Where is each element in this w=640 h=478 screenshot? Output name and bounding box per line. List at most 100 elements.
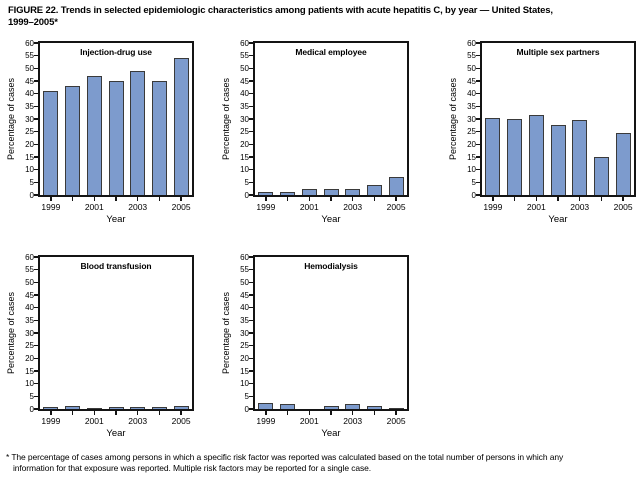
bar-2004: [151, 81, 167, 195]
chart-title: Blood transfusion: [80, 261, 152, 271]
x-tick-label: 2001: [84, 416, 104, 426]
y-tick-mark: [476, 130, 480, 133]
y-tick-label: 15: [240, 152, 249, 162]
y-tick-mark: [34, 130, 38, 133]
x-axis-label: Year: [321, 214, 341, 225]
y-tick-label: 35: [25, 101, 34, 111]
x-tick-mark: [115, 197, 117, 201]
bar-2005: [388, 177, 404, 195]
x-tick-mark: [308, 197, 311, 201]
y-tick-label: 40: [25, 89, 34, 99]
y-axis-tick-labels: 0 5 10 15 20 25 30 35 40 45 50 55 60: [458, 39, 476, 200]
bar-2000: [280, 192, 296, 195]
bar-2005: [388, 407, 404, 409]
y-tick-label: 30: [240, 328, 249, 338]
footnote-line1: * The percentage of cases among persons …: [6, 452, 564, 462]
y-tick-label: 0: [29, 404, 34, 414]
chart-title: Multiple sex partners: [516, 47, 600, 57]
y-tick-mark: [34, 357, 38, 360]
bar-1999: [485, 117, 501, 195]
x-tick-mark: [71, 411, 74, 415]
y-tick-mark: [34, 156, 38, 158]
x-tick-mark: [513, 197, 516, 201]
x-tick-mark: [286, 197, 289, 201]
y-tick-label: 25: [240, 341, 249, 351]
y-tick-label: 50: [25, 63, 34, 73]
y-tick-mark: [249, 268, 253, 271]
x-tick-label: 2001: [526, 202, 546, 212]
y-tick-label: 20: [240, 353, 249, 363]
y-tick-mark: [476, 80, 480, 82]
y-tick-mark: [249, 194, 253, 196]
y-axis-tick-labels: 0 5 10 15 20 25 30 35 40 45 50 55 60: [16, 253, 34, 414]
y-tick-label: 40: [25, 303, 34, 313]
x-axis-label: Year: [106, 214, 126, 225]
x-tick-mark: [373, 411, 376, 415]
x-tick-label: 2003: [343, 416, 363, 426]
y-tick-label: 10: [467, 165, 476, 175]
bar-2002: [323, 406, 339, 409]
y-tick-label: 0: [244, 404, 249, 414]
y-tick-label: 45: [25, 290, 34, 300]
y-tick-mark: [34, 382, 38, 385]
y-tick-mark: [249, 130, 253, 133]
x-tick-label: 1999: [483, 202, 503, 212]
x-axis-tick-labels: 1999 2001 2003 2005: [255, 416, 407, 426]
y-tick-mark: [34, 294, 38, 296]
bar-2003: [345, 188, 361, 195]
x-tick-mark: [265, 197, 267, 201]
y-tick-label: 15: [240, 366, 249, 376]
chart-multiple-sex-partners: Percentage of cases 0 5 10 15 20 25 30 35 40 45 50…: [448, 33, 640, 235]
y-tick-label: 10: [240, 165, 249, 175]
y-tick-mark: [476, 194, 480, 196]
bar-1999: [258, 192, 274, 195]
y-tick-label: 15: [25, 366, 34, 376]
bar-2000: [65, 86, 81, 195]
y-tick-label: 55: [25, 51, 34, 61]
bar-2003: [345, 403, 361, 409]
y-tick-label: 20: [25, 353, 34, 363]
y-tick-mark: [34, 143, 38, 146]
bar-2003: [130, 406, 146, 409]
y-tick-mark: [476, 143, 480, 146]
x-tick-label: 2005: [171, 416, 191, 426]
x-tick-mark: [351, 197, 354, 201]
y-tick-label: 50: [240, 63, 249, 73]
y-tick-mark: [249, 370, 253, 372]
plot-area: Medical employee: [249, 41, 409, 201]
bar-2000: [280, 403, 296, 409]
bar-2002: [323, 188, 339, 195]
plot-area: Injection-drug use: [34, 41, 194, 201]
x-tick-mark: [557, 197, 559, 201]
y-tick-mark: [34, 67, 38, 70]
y-tick-mark: [249, 168, 253, 171]
x-tick-mark: [136, 411, 139, 415]
y-tick-label: 30: [25, 328, 34, 338]
x-tick-label: 1999: [41, 202, 61, 212]
bar-2004: [366, 184, 382, 195]
y-tick-label: 45: [240, 290, 249, 300]
y-tick-label: 15: [25, 152, 34, 162]
y-tick-mark: [249, 332, 253, 334]
figure-title-line2: 1999–2005*: [8, 16, 58, 28]
x-axis-tick-labels: 1999 2001 2003 2005: [482, 202, 634, 212]
y-tick-mark: [249, 181, 253, 184]
y-tick-label: 35: [240, 101, 249, 111]
bar-2002: [550, 125, 566, 195]
y-tick-mark: [476, 168, 480, 171]
bar-2004: [366, 405, 382, 409]
y-tick-label: 50: [25, 277, 34, 287]
y-tick-label: 5: [244, 391, 249, 401]
y-tick-mark: [476, 118, 480, 120]
x-tick-mark: [158, 197, 161, 201]
x-tick-label: 2005: [613, 202, 633, 212]
y-tick-label: 0: [29, 190, 34, 200]
plot-area: Blood transfusion: [34, 255, 194, 415]
y-tick-label: 50: [240, 277, 249, 287]
bar-1999: [43, 406, 59, 409]
y-tick-label: 5: [471, 177, 476, 187]
x-tick-mark: [50, 197, 52, 201]
bar-2003: [572, 120, 588, 195]
y-tick-label: 40: [240, 89, 249, 99]
y-tick-mark: [34, 80, 38, 82]
